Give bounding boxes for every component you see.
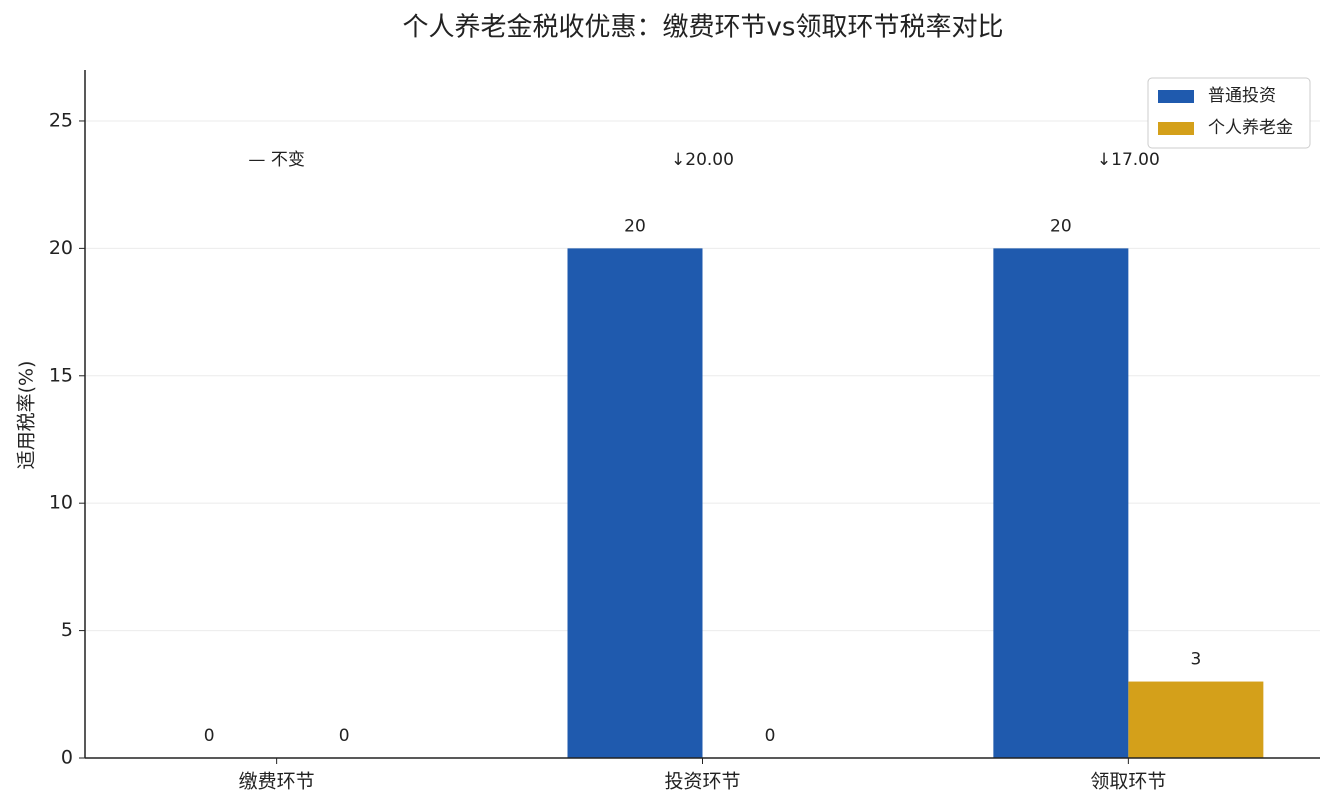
legend-swatch — [1158, 122, 1194, 135]
x-tick-label: 投资环节 — [664, 771, 740, 793]
y-tick-label: 15 — [49, 364, 73, 386]
x-tick-label: 领取环节 — [1090, 771, 1166, 793]
bar — [993, 248, 1129, 759]
chart-title: 个人养老金税收优惠：缴费环节vs领取环节税率对比 — [403, 13, 1004, 43]
y-tick-label: 0 — [61, 747, 73, 769]
y-tick-label: 10 — [49, 492, 73, 514]
value-label: 0 — [204, 726, 215, 746]
value-label: 0 — [339, 726, 350, 746]
y-axis-label: 适用税率(%) — [16, 361, 38, 470]
annotation: — 不变 — [248, 150, 304, 170]
legend-label: 普通投资 — [1208, 86, 1276, 106]
value-label: 20 — [1050, 216, 1072, 236]
y-tick-label: 5 — [61, 619, 73, 641]
legend-swatch — [1158, 90, 1194, 103]
value-label: 3 — [1190, 650, 1201, 670]
value-label: 0 — [765, 726, 776, 746]
annotation: ↓17.00 — [1097, 150, 1160, 170]
legend-label: 个人养老金 — [1208, 118, 1293, 138]
y-tick-label: 20 — [49, 237, 73, 259]
y-tick-label: 25 — [49, 109, 73, 131]
x-tick-label: 缴费环节 — [239, 771, 315, 793]
bar — [567, 248, 703, 759]
bar — [1128, 681, 1264, 758]
value-label: 20 — [624, 216, 646, 236]
annotation: ↓20.00 — [671, 150, 734, 170]
